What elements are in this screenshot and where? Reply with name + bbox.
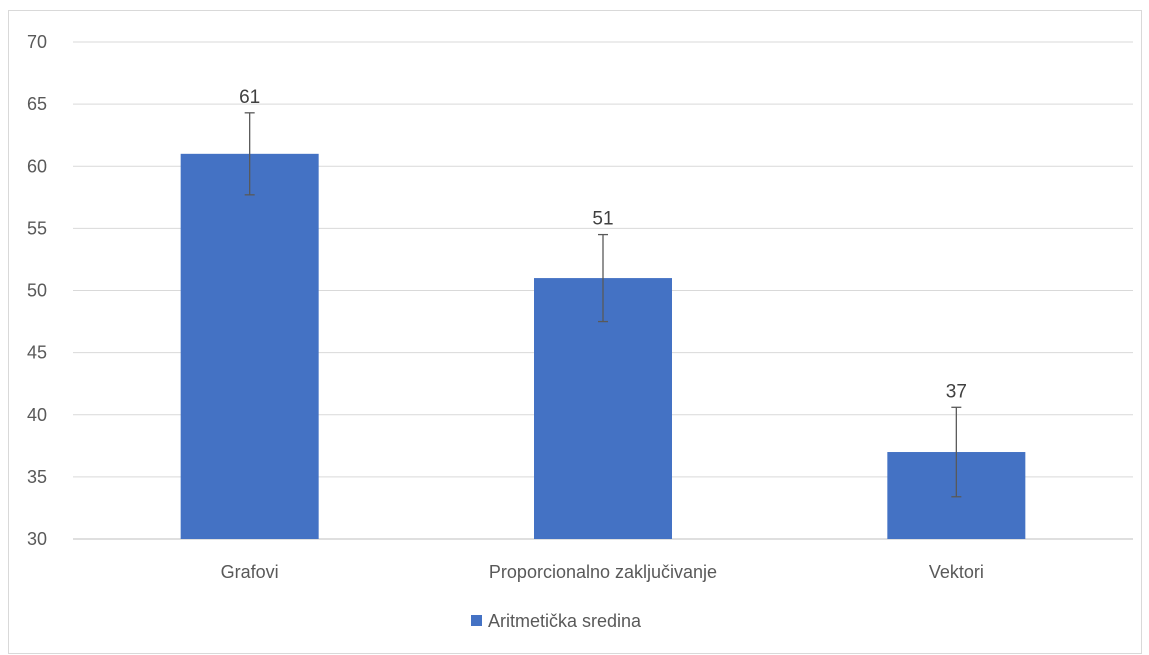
x-axis-category-labels: Grafovi Proporcionalno zaključivanje Vekto… bbox=[221, 562, 984, 582]
x-tick-label: Vektori bbox=[929, 562, 984, 582]
legend: Aritmetička sredina bbox=[471, 611, 642, 631]
data-label: 37 bbox=[946, 381, 967, 402]
y-tick-label: 30 bbox=[27, 529, 47, 549]
legend-swatch bbox=[471, 615, 482, 626]
y-tick-label: 55 bbox=[27, 218, 47, 238]
data-labels: 61 51 37 bbox=[239, 87, 967, 402]
error-bar bbox=[244, 112, 255, 196]
y-tick-label: 45 bbox=[27, 343, 47, 363]
y-tick-label: 65 bbox=[27, 94, 47, 114]
bar bbox=[180, 153, 319, 539]
y-tick-label: 40 bbox=[27, 405, 47, 425]
legend-label: Aritmetička sredina bbox=[488, 611, 642, 631]
y-tick-label: 70 bbox=[27, 32, 47, 52]
x-tick-label: Grafovi bbox=[221, 562, 279, 582]
data-label: 61 bbox=[239, 87, 260, 108]
data-label: 51 bbox=[592, 209, 613, 230]
error-bar bbox=[598, 233, 608, 323]
y-tick-label: 35 bbox=[27, 467, 47, 487]
x-tick-label: Proporcionalno zaključivanje bbox=[489, 562, 717, 582]
error-bars bbox=[244, 112, 962, 498]
y-tick-label: 50 bbox=[27, 281, 47, 301]
error-bar bbox=[951, 406, 962, 498]
y-axis-tick-labels: 30 35 40 45 50 55 60 65 70 bbox=[27, 32, 47, 549]
y-tick-label: 60 bbox=[27, 156, 47, 176]
